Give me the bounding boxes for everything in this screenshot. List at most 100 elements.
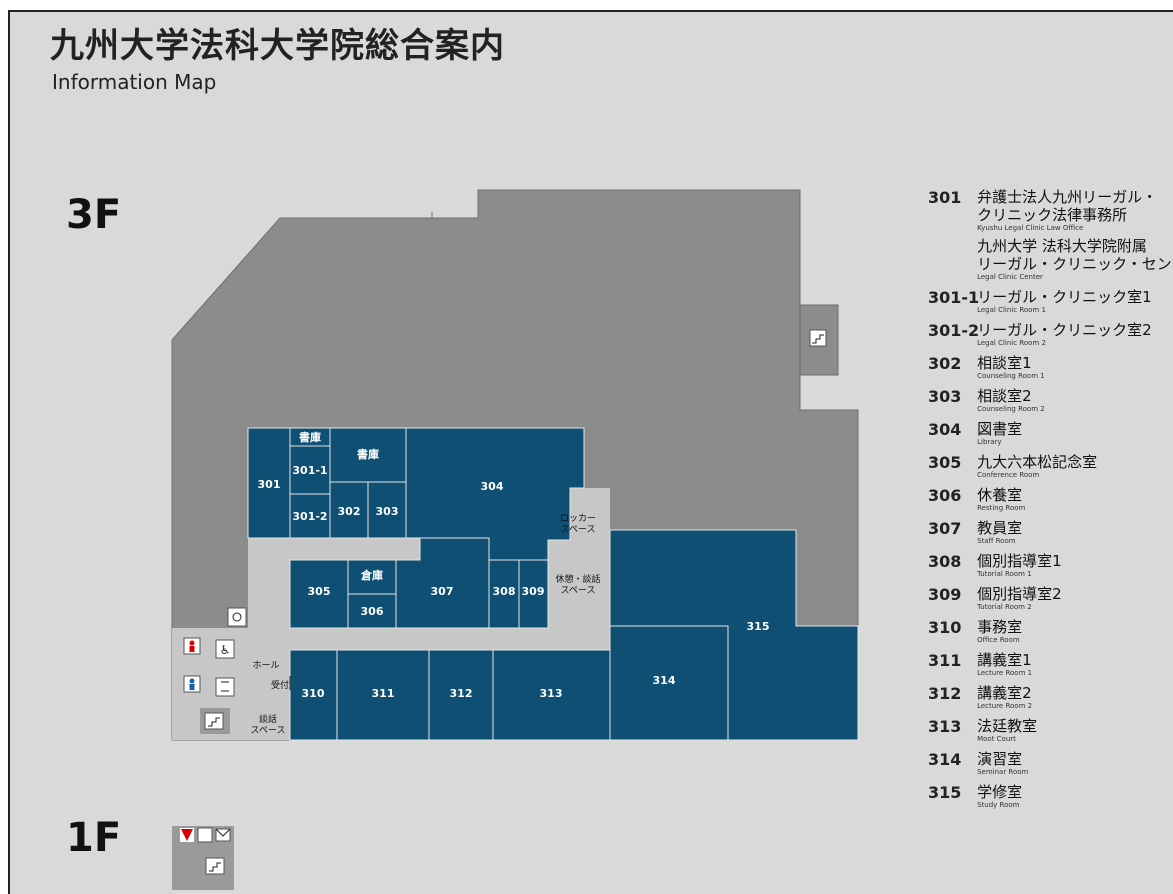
room-label-309: 309 xyxy=(522,585,545,598)
legend-item-303: 303 相談室2 Counseling Room 2 xyxy=(928,387,1173,414)
room-304 xyxy=(405,427,585,561)
legend-number: 308 xyxy=(928,552,962,571)
legend-name-ja: 九州大学 法科大学院附属 xyxy=(977,237,1147,255)
area-label-hall: ホール xyxy=(252,660,279,671)
room-label-302: 302 xyxy=(338,505,361,518)
room-label-314: 314 xyxy=(653,674,676,687)
room-soko xyxy=(347,559,397,595)
room-307 xyxy=(395,537,490,629)
legend-name-ja: クリニック法律事務所 xyxy=(977,206,1128,224)
area-label-talk-1: 談話 xyxy=(259,713,277,725)
legend-name-ja: 学修室 xyxy=(977,783,1023,801)
legend-name-ja: 図書室 xyxy=(977,420,1023,438)
room-315 xyxy=(609,529,859,741)
elevator-icon xyxy=(197,827,213,843)
legend-name-en: Lecture Room 2 xyxy=(977,702,1033,710)
room-309 xyxy=(518,559,549,629)
legend-name-en: Resting Room xyxy=(977,504,1026,512)
legend-name-en: Legal Clinic Center xyxy=(977,273,1043,281)
room-legend: 301 弁護士法人九州リーガル・ クリニック法律事務所 Kyushu Legal… xyxy=(928,188,1173,816)
legend-name-ja: 休養室 xyxy=(977,486,1023,504)
legend-name-en: Legal Clinic Room 2 xyxy=(977,339,1046,347)
legend-name-ja: 相談室2 xyxy=(977,387,1032,405)
room-302 xyxy=(329,481,369,539)
room-label-311: 311 xyxy=(372,687,395,700)
legend-name-ja: 演習室 xyxy=(977,750,1023,768)
legend-name-ja: 個別指導室2 xyxy=(977,585,1062,603)
floor-label-1f: 1F xyxy=(66,815,122,861)
room-label-305: 305 xyxy=(308,585,331,598)
corridor-lower xyxy=(248,628,610,650)
room-label-315: 315 xyxy=(747,620,770,633)
legend-item-302: 302 相談室1 Counseling Room 1 xyxy=(928,354,1173,381)
corridor xyxy=(248,538,420,560)
legend-item-309: 309 個別指導室2 Tutorial Room 2 xyxy=(928,585,1173,612)
room-301 xyxy=(247,427,291,539)
legend-name-ja: リーガル・クリニック・センター xyxy=(977,255,1173,273)
room-312 xyxy=(428,649,494,741)
legend-name-en: Seminar Room xyxy=(977,768,1029,776)
legend-name-en: Lecture Room 1 xyxy=(977,669,1033,677)
legend-item-311: 311 講義室1 Lecture Room 1 xyxy=(928,651,1173,678)
room-label-shoko-large: 書庫 xyxy=(357,447,379,461)
room-label-304: 304 xyxy=(481,480,504,493)
legend-number: 312 xyxy=(928,684,962,703)
legend-number: 307 xyxy=(928,519,962,538)
legend-number: 301 xyxy=(928,188,962,207)
legend-item-315: 315 学修室 Study Room xyxy=(928,783,1173,810)
page-title: 九州大学法科大学院総合案内 xyxy=(50,26,505,66)
legend-name-ja: リーガル・クリニック室1 xyxy=(977,288,1152,306)
legend-name-ja: 教員室 xyxy=(977,519,1023,537)
legend-name-ja: 事務室 xyxy=(977,618,1023,636)
room-label-306: 306 xyxy=(361,605,384,618)
legend-name-ja: 講義室2 xyxy=(977,684,1032,702)
room-301-2 xyxy=(289,493,331,539)
legend-item-301-2: 301-2 リーガル・クリニック室2 Legal Clinic Room 2 xyxy=(928,321,1173,348)
room-label-301-1: 301-1 xyxy=(292,464,327,477)
legend-number: 310 xyxy=(928,618,962,637)
legend-item-306: 306 休養室 Resting Room xyxy=(928,486,1173,513)
legend-item-307: 307 教員室 Staff Room xyxy=(928,519,1173,546)
area-label-lounge-1: 休憩・談話 xyxy=(555,573,600,585)
legend-item-301: 301 弁護士法人九州リーガル・ クリニック法律事務所 Kyushu Legal… xyxy=(928,188,1173,282)
legend-name-ja: 講義室1 xyxy=(977,651,1032,669)
room-label-soko: 倉庫 xyxy=(360,568,383,582)
page-subtitle: Information Map xyxy=(52,70,217,94)
room-314 xyxy=(609,625,729,741)
legend-name-ja: 法廷教室 xyxy=(977,717,1038,735)
legend-name-en: Kyushu Legal Clinic Law Office xyxy=(977,224,1084,232)
room-label-301-2: 301-2 xyxy=(292,510,327,523)
water-fountain-icon xyxy=(227,607,247,627)
legend-item-312: 312 講義室2 Lecture Room 2 xyxy=(928,684,1173,711)
floor-label-3f: 3F xyxy=(66,192,122,238)
area-label-lounge-2: スペース xyxy=(561,586,596,596)
area-label-locker-2: スペース xyxy=(561,525,596,535)
legend-name-ja: 九大六本松記念室 xyxy=(977,453,1098,471)
legend-number: 303 xyxy=(928,387,962,406)
room-label-shoko-small: 書庫 xyxy=(299,430,321,444)
legend-name-ja: 個別指導室1 xyxy=(977,552,1062,570)
legend-item-308: 308 個別指導室1 Tutorial Room 1 xyxy=(928,552,1173,579)
room-label-307: 307 xyxy=(431,585,454,598)
room-label-310: 310 xyxy=(302,687,325,700)
room-label-301: 301 xyxy=(258,478,281,491)
room-313 xyxy=(492,649,611,741)
wheelchair-icon xyxy=(215,639,235,659)
legend-item-313: 313 法廷教室 Moot Court xyxy=(928,717,1173,744)
legend-item-301-1: 301-1 リーガル・クリニック室1 Legal Clinic Room 1 xyxy=(928,288,1173,315)
legend-name-en: Conference Room xyxy=(977,471,1040,479)
room-310 xyxy=(289,649,338,741)
room-303 xyxy=(367,481,407,539)
room-shoko-large xyxy=(329,427,407,483)
room-label-312: 312 xyxy=(450,687,473,700)
legend-number: 309 xyxy=(928,585,962,604)
svg-text:♿: ♿ xyxy=(220,643,231,657)
legend-number: 304 xyxy=(928,420,962,439)
area-label-reception: 受付 xyxy=(271,679,289,691)
stairs-icon xyxy=(205,857,225,875)
legend-name-en: Staff Room xyxy=(977,537,1016,545)
legend-name-en: Counseling Room 1 xyxy=(977,372,1045,380)
legend-number: 314 xyxy=(928,750,962,769)
legend-item-310: 310 事務室 Office Room xyxy=(928,618,1173,645)
